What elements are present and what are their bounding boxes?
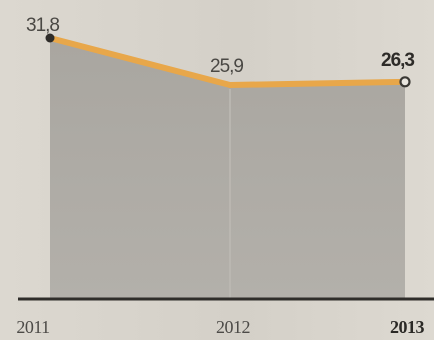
value-label-2012: 25,9 [210, 56, 243, 77]
data-point-2011 [45, 33, 55, 43]
x-tick-label-2012: 2012 [216, 317, 250, 337]
area-fill [50, 38, 405, 298]
line-segment-1 [227, 78, 408, 88]
x-tick-label-2011: 2011 [16, 317, 49, 337]
data-point-2013 [399, 76, 411, 88]
line-segment-0 [47, 35, 233, 88]
value-label-2011: 31,8 [26, 15, 59, 36]
x-tick-label-2013: 2013 [390, 317, 425, 337]
value-label-2013: 26,3 [381, 50, 414, 71]
